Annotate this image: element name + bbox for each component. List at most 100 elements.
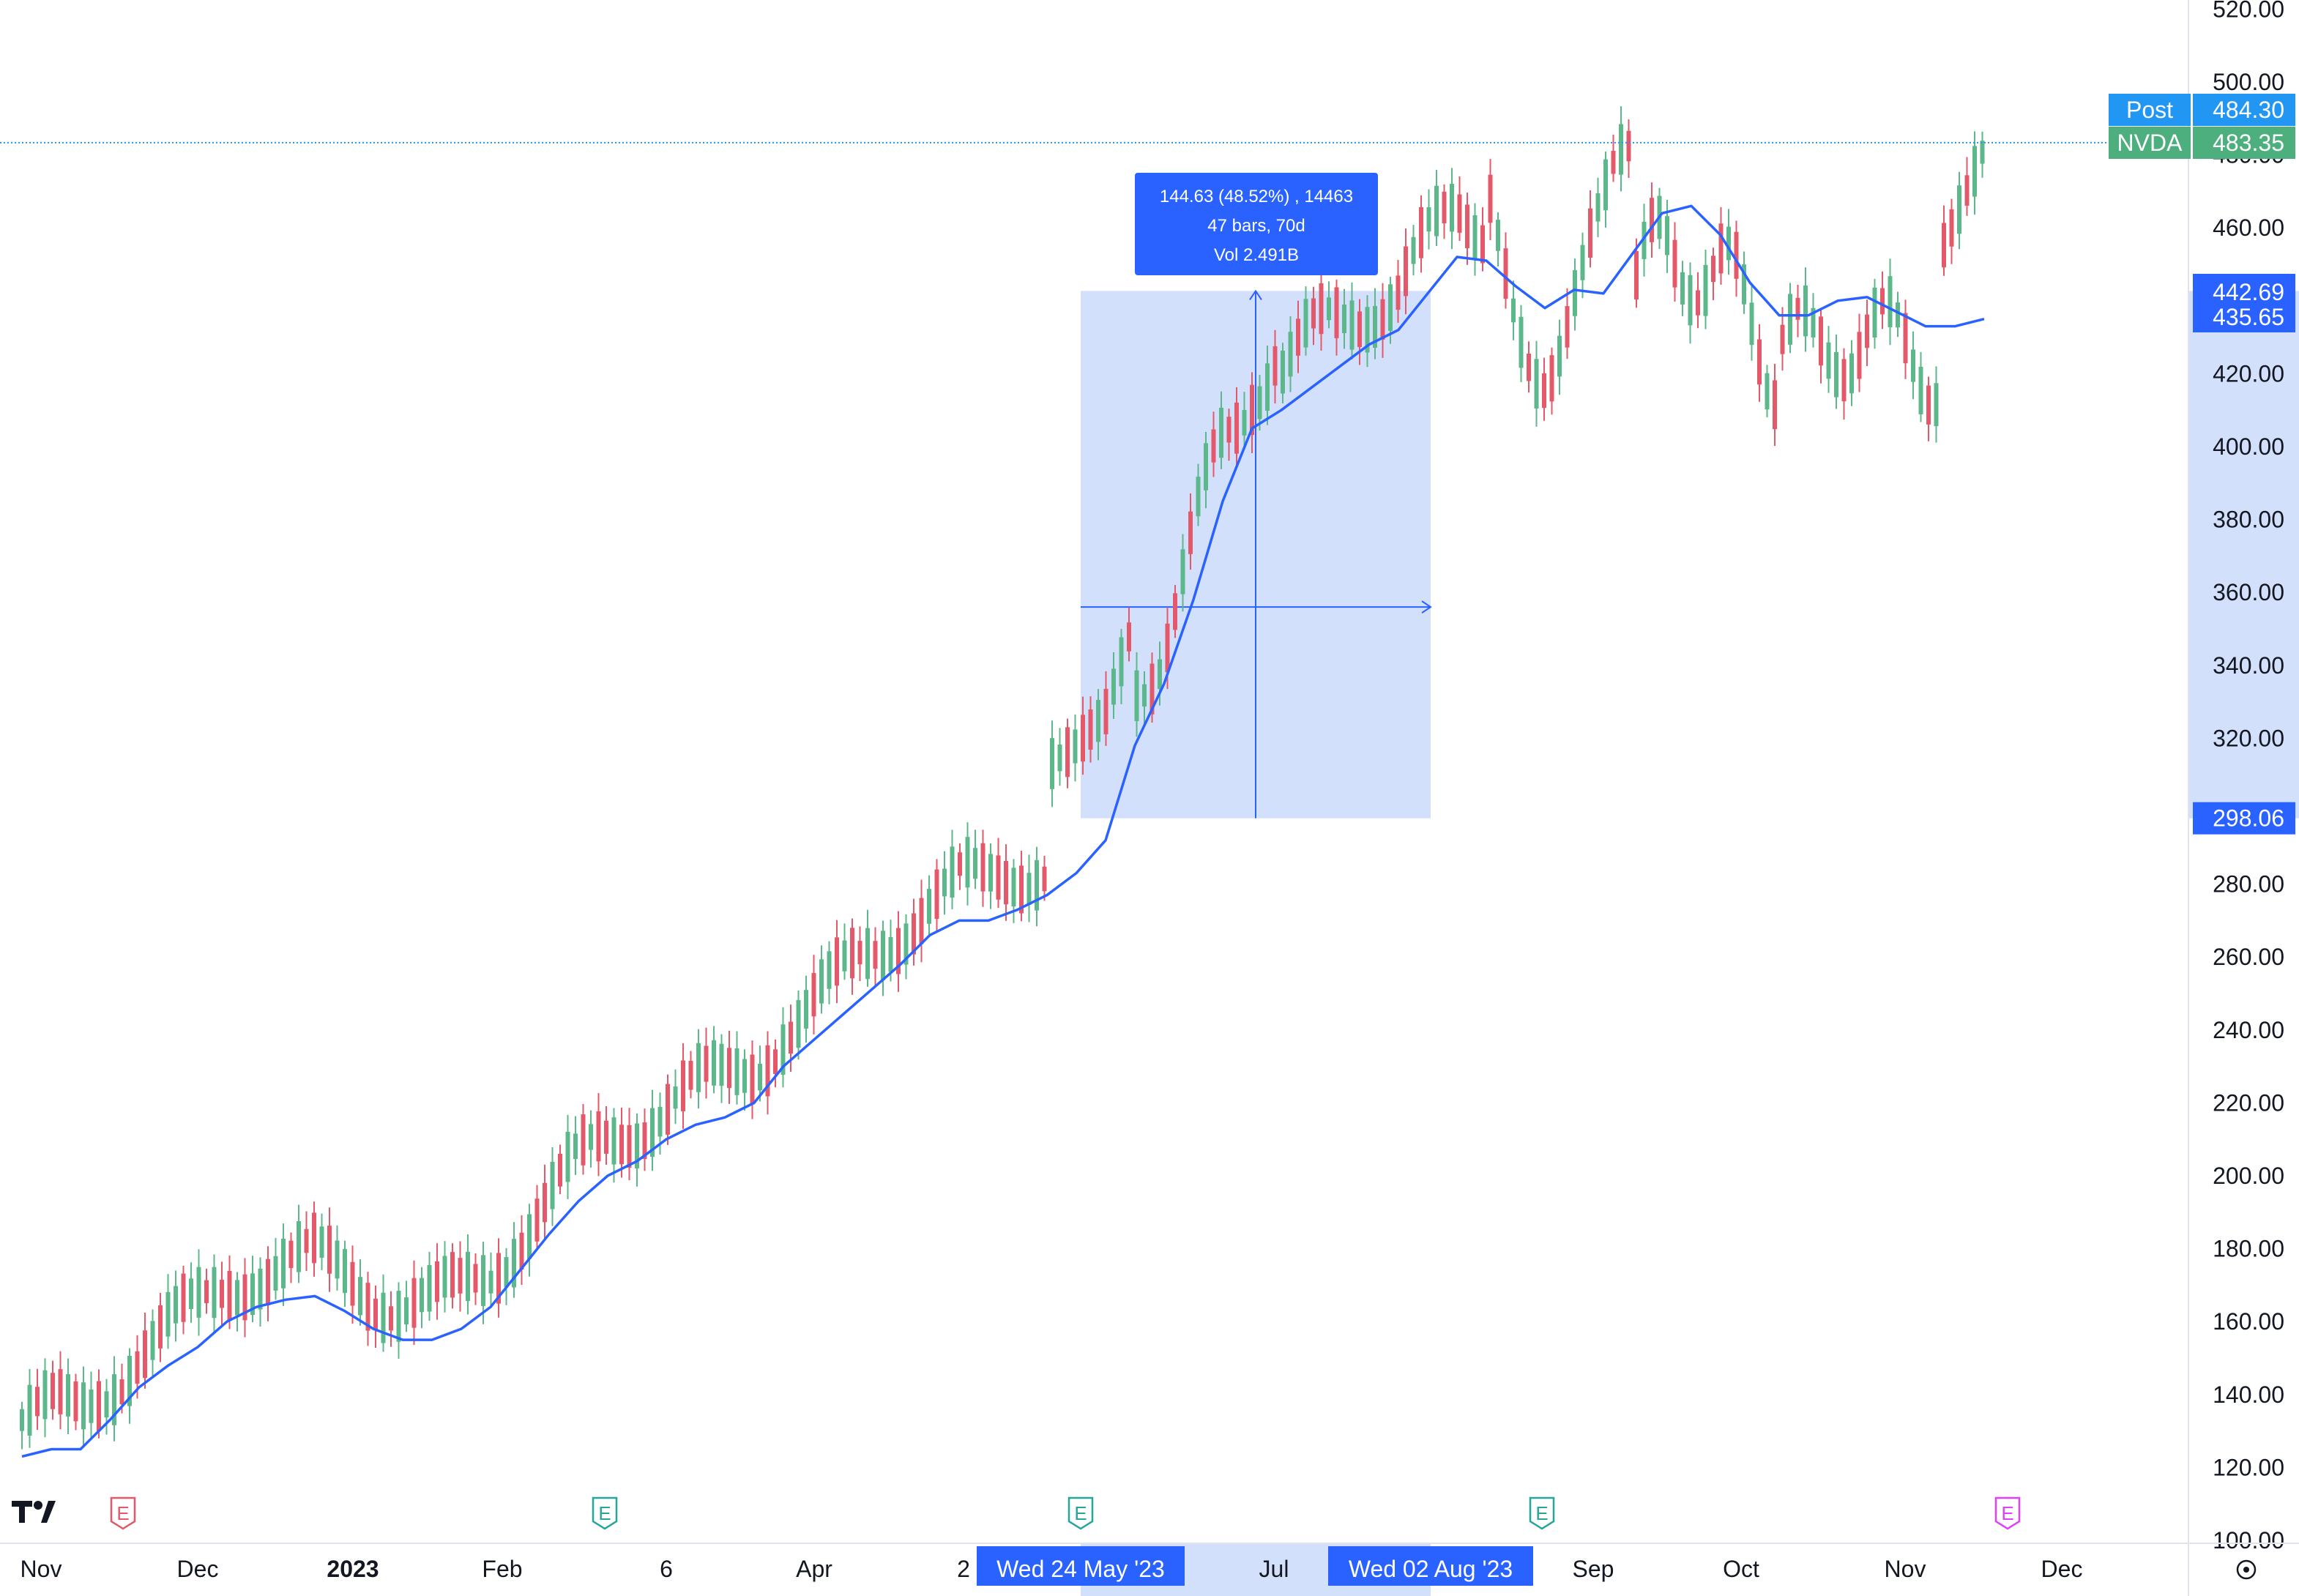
candle-body — [89, 1390, 94, 1423]
candle-body — [365, 1283, 370, 1331]
candle — [1050, 720, 1054, 808]
candle — [988, 843, 993, 909]
candle — [165, 1274, 171, 1349]
candle-body — [1480, 225, 1485, 264]
candle — [1373, 288, 1377, 359]
candle-body — [1004, 860, 1008, 905]
candle-body — [481, 1255, 485, 1306]
candle-body — [51, 1373, 55, 1409]
candle-body — [796, 1000, 801, 1048]
logo-t-shape — [12, 1501, 32, 1523]
candle — [1004, 844, 1008, 921]
candle — [704, 1027, 709, 1099]
candle-body — [458, 1258, 463, 1294]
candle — [1688, 262, 1693, 344]
time-tick-label: Dec — [2041, 1556, 2083, 1582]
earnings-marker[interactable]: E — [110, 1496, 136, 1530]
candle — [81, 1366, 86, 1446]
candle-body — [420, 1278, 424, 1313]
candle-body — [442, 1256, 447, 1298]
candle — [1980, 131, 1985, 178]
candle — [581, 1104, 586, 1175]
candle — [466, 1234, 470, 1315]
candle-body — [1788, 294, 1792, 345]
candle — [343, 1240, 347, 1308]
candle-body — [304, 1228, 309, 1253]
candle-body — [650, 1108, 655, 1157]
post-price-badge: Post 484.30 — [2109, 94, 2295, 126]
candle-body — [66, 1374, 70, 1417]
candle-body — [1127, 622, 1131, 652]
candle — [127, 1348, 132, 1424]
candle — [896, 911, 901, 992]
candle-body — [1142, 684, 1147, 707]
candle-body — [842, 940, 847, 972]
candle-body — [427, 1264, 432, 1312]
candle — [458, 1241, 463, 1312]
candle-body — [1603, 159, 1608, 211]
earnings-marker[interactable]: E — [1067, 1496, 1094, 1530]
candle-body — [1811, 307, 1816, 338]
candle — [1380, 283, 1385, 358]
candle-body — [1942, 223, 1946, 268]
candle-body — [1703, 264, 1708, 316]
candle-body — [873, 941, 878, 969]
candle-body — [27, 1384, 32, 1436]
candle-body — [1726, 226, 1731, 261]
candle — [1534, 340, 1539, 427]
settings-icon[interactable] — [2236, 1559, 2257, 1580]
measure-end-date-badge — [1328, 1546, 1533, 1586]
candle — [1250, 372, 1254, 453]
candle — [473, 1253, 478, 1305]
candle-body — [512, 1239, 516, 1288]
candle-body — [97, 1381, 101, 1431]
candle-body — [335, 1240, 340, 1279]
candle — [481, 1242, 485, 1324]
post-price-badge-value-box — [2193, 94, 2295, 126]
earnings-label: E — [2001, 1502, 2013, 1524]
moving-average-line — [21, 204, 1985, 1458]
candle-body — [996, 855, 1001, 900]
candle-body — [1419, 207, 1423, 258]
candle-body — [196, 1267, 201, 1318]
candle-body — [1165, 623, 1170, 673]
candle-body — [1949, 209, 1954, 247]
candle-body — [1042, 866, 1047, 892]
candle-body — [604, 1120, 608, 1154]
candle — [335, 1225, 340, 1291]
candle-body — [642, 1122, 647, 1160]
earnings-marker[interactable]: E — [1529, 1496, 1555, 1530]
earnings-marker[interactable]: E — [1994, 1496, 2021, 1530]
measure-high-badge — [2193, 274, 2295, 332]
candle — [1603, 151, 1608, 228]
candle — [97, 1369, 101, 1439]
candle — [435, 1243, 439, 1320]
measure-start-date-badge — [977, 1546, 1185, 1586]
candle-body — [143, 1330, 147, 1379]
candle — [765, 1031, 770, 1115]
earnings-marker[interactable]: E — [592, 1496, 618, 1530]
candle — [396, 1282, 401, 1359]
candle — [543, 1164, 547, 1239]
candle-body — [1595, 193, 1601, 222]
candle-body — [1757, 339, 1762, 385]
candle-body — [1019, 865, 1024, 914]
candle — [1780, 307, 1785, 371]
price-tick-label: 360.00 — [2213, 579, 2284, 605]
candle-body — [881, 931, 885, 980]
candle — [1650, 182, 1654, 258]
candle-body — [804, 990, 808, 1029]
candle — [273, 1237, 278, 1300]
candle — [1565, 288, 1570, 359]
candle — [1419, 195, 1423, 273]
candle — [304, 1211, 309, 1272]
candle — [1580, 232, 1585, 299]
candle — [1081, 696, 1085, 775]
time-tick-label: Nov — [1885, 1556, 1926, 1582]
price-tick-label: 500.00 — [2213, 69, 2284, 95]
candle-body — [58, 1369, 63, 1414]
candle — [1765, 365, 1770, 418]
candle — [666, 1074, 670, 1145]
